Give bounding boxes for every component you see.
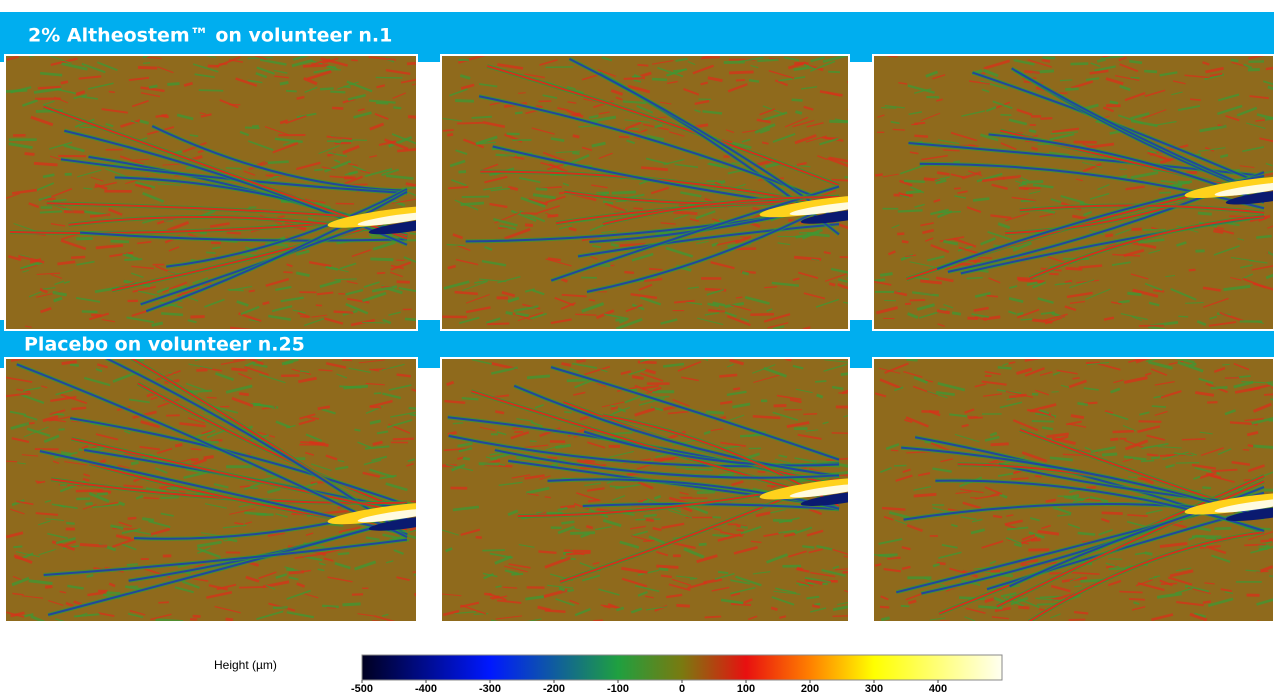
colorbar-tick-label: 200: [801, 683, 819, 695]
colorbar-tick-label: -100: [607, 683, 629, 695]
colorbar: -500 -400 -300 -200 -100 0 100 200 300 400: [351, 655, 1002, 695]
colorbar-tick-label: -300: [479, 683, 501, 695]
topography-image: [441, 358, 881, 624]
topography-image: [5, 52, 449, 330]
colorbar-label: Height (µm): [214, 658, 277, 672]
colorbar-tick-label: -500: [351, 683, 373, 695]
topography-image: [441, 50, 881, 330]
section-title: Placebo on volunteer n.25: [24, 334, 305, 356]
topography-image: [873, 355, 1274, 627]
colorbar-tick-label: 0: [679, 683, 685, 695]
colorbar-tick-label: -400: [415, 683, 437, 695]
colorbar-tick-label: 100: [737, 683, 755, 695]
colorbar-tick-label: 400: [929, 683, 947, 695]
figure: 2% Altheostem™ on volunteer n.1 Placebo …: [0, 0, 1274, 695]
colorbar-gradient: [362, 655, 1002, 680]
topography-image: [873, 50, 1274, 330]
colorbar-tick-label: -200: [543, 683, 565, 695]
section-title: 2% Altheostem™ on volunteer n.1: [28, 25, 392, 47]
topography-image: [5, 356, 449, 624]
colorbar-tick-label: 300: [865, 683, 883, 695]
